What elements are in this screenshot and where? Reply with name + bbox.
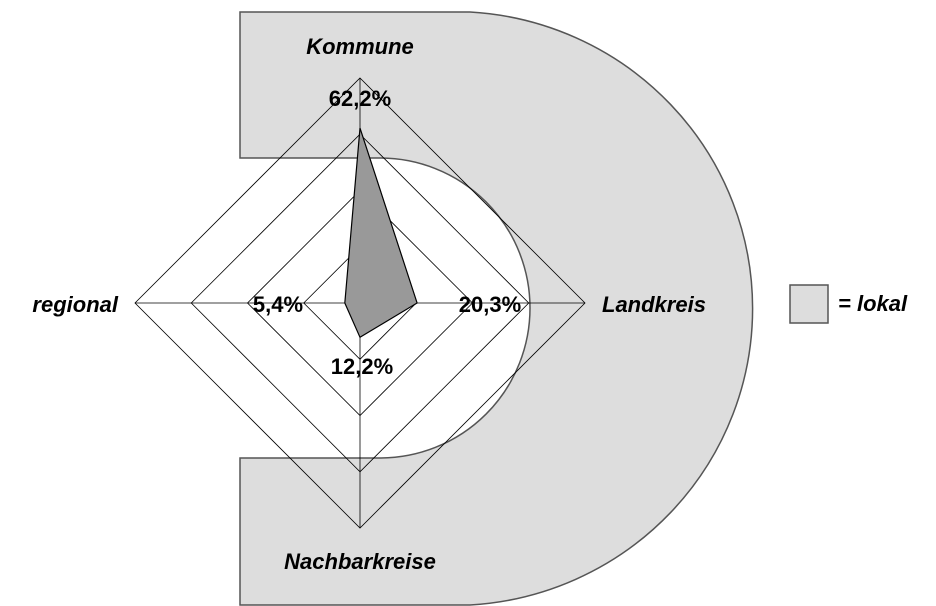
category-label: regional <box>32 292 118 317</box>
category-label: Nachbarkreise <box>284 549 436 574</box>
lokal-region <box>239 11 754 606</box>
category-label: Landkreis <box>602 292 706 317</box>
legend-label: = lokal <box>838 291 908 316</box>
value-label: 62,2% <box>329 86 391 111</box>
radar-area <box>344 127 418 339</box>
legend-swatch <box>789 284 829 324</box>
value-label: 5,4% <box>253 292 303 317</box>
value-label: 20,3% <box>459 292 521 317</box>
value-label: 12,2% <box>331 354 393 379</box>
category-label: Kommune <box>306 34 414 59</box>
